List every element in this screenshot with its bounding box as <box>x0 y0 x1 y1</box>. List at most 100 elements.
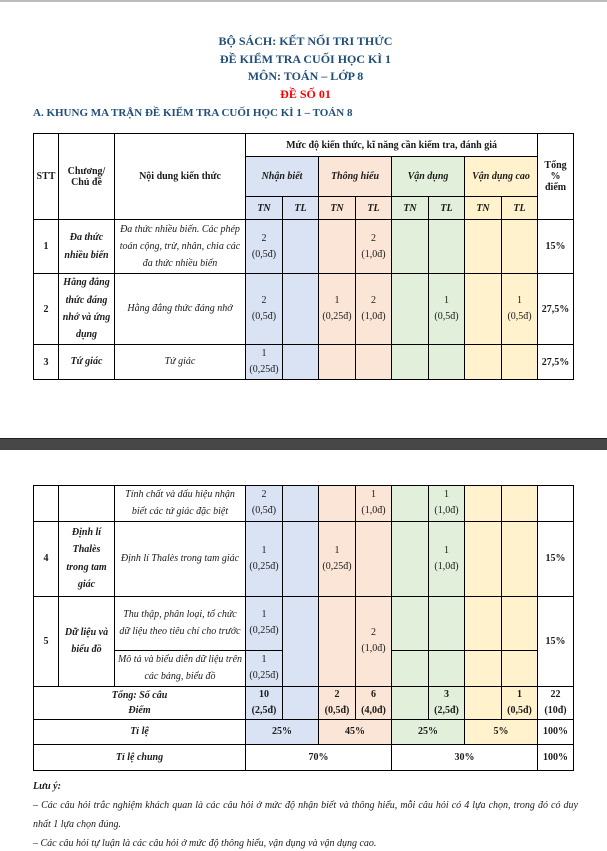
cell-th-tn <box>318 485 356 522</box>
cell-vdc-tl <box>500 219 539 274</box>
document-header: BỘ SÁCH: KẾT NỐI TRI THỨC ĐỀ KIỂM TRA CU… <box>33 0 578 103</box>
cell-stt <box>33 485 59 522</box>
col-header-vdc-tl: TL <box>500 196 539 220</box>
table-row: 4 Định lí Thalès trong tam giác Định lí … <box>33 520 574 597</box>
cell-nb-tn: 1 (0,25đ) <box>245 649 283 687</box>
cell-th-tl: 2 (1,0đ) <box>355 219 392 274</box>
cell-total-percent <box>537 485 574 522</box>
cell-nb-tn: 1 (0,25đ) <box>245 520 283 597</box>
col-header-content: Nội dung kiến thức <box>114 133 246 220</box>
cell-vd-tn <box>391 344 429 380</box>
cell-nb-tl <box>282 485 319 522</box>
cell-nb-tl <box>282 344 319 380</box>
cell-vd-tl: 1 (1,0đ) <box>428 485 465 522</box>
table-row: Mô tả và biểu diễn dữ liệu trên các bảng… <box>34 649 574 687</box>
cell-vd-tn <box>391 520 429 597</box>
cell-nb-tl <box>282 219 319 274</box>
table-row: Tính chất và dấu hiệu nhận biết các tứ g… <box>33 485 574 522</box>
cell-nb-tl <box>282 520 319 597</box>
matrix-table-page1: STT Chương/ Chủ đề Nội dung kiến thức Mứ… <box>33 133 575 380</box>
section-heading: A. KHUNG MA TRẬN ĐỀ KIỂM TRA CUỐI HỌC KÌ… <box>33 107 353 119</box>
col-header-levels-group: Mức độ kiến thức, kĩ năng cần kiểm tra, … <box>244 133 539 157</box>
cell-vd-tn <box>391 273 429 345</box>
cell-topic <box>58 485 115 522</box>
cell-ratio-th: 45% <box>318 718 392 745</box>
cell-topic: Dữ liệu và biểu đồ <box>58 595 115 687</box>
col-header-level-nhan-biet: Nhận biết <box>245 156 319 197</box>
cell-vdc-tn <box>464 520 502 597</box>
cell-vdc-tl <box>501 520 538 597</box>
cell-stt: 2 <box>33 273 59 345</box>
cell-vdc-tn <box>464 344 502 380</box>
matrix-table-page2: Tính chất và dấu hiệu nhận biết các tứ g… <box>33 485 574 771</box>
cell-vd-tn <box>391 595 429 651</box>
col-header-vdc-tn: TN <box>464 196 502 220</box>
col-header-th-tn: TN <box>318 196 356 220</box>
cell-vdc-tl: 1 (0,5đ) <box>501 685 538 720</box>
cell-vd-tn <box>391 685 429 720</box>
cell-nb-tl <box>282 273 319 345</box>
cell-nb-tl <box>282 685 319 720</box>
cell-vd-tl: 1 (0,5đ) <box>428 273 465 345</box>
cell-content: Đa thức nhiều biến. Các phép toán cộng, … <box>114 219 246 274</box>
col-header-level-van-dung: Vận dụng <box>391 156 465 197</box>
cell-overall-ratio-vd-vdc: 30% <box>391 743 538 771</box>
ratio-row: Tỉ lệ 25% 45% 25% 5% 100% <box>33 718 574 745</box>
cell-vdc-tn <box>464 685 502 720</box>
col-header-nb-tn: TN <box>245 196 283 220</box>
cell-content: Mô tả và biểu diễn dữ liệu trên các bảng… <box>114 649 246 687</box>
cell-th-tn: 1 (0,25đ) <box>318 273 356 345</box>
cell-nb-tl <box>282 595 319 687</box>
cell-th-tn: 2 (0,5đ) <box>318 685 356 720</box>
title-subject: MÔN: TOÁN – LỚP 8 <box>247 69 364 83</box>
col-header-nb-tl: TL <box>282 196 319 220</box>
cell-vdc-tn <box>464 273 502 345</box>
cell-vdc-tl <box>500 344 539 380</box>
cell-th-tn <box>318 595 356 687</box>
col-header-total: Tổng % điểm <box>537 133 575 220</box>
table-row: 3 Tứ giác Tứ giác 1 (0,25đ) 27,5% <box>33 344 575 380</box>
cell-total-percent: 15% <box>537 595 574 687</box>
summary-row: Tổng: Số câu Điểm 10 (2,5đ) 2 (0,5đ) 6 (… <box>33 685 574 720</box>
table-row: 1 Đa thức nhiều biến Đa thức nhiều biến.… <box>33 219 575 274</box>
notes-title: Lưu ý: <box>33 780 61 792</box>
cell-vdc-tl <box>501 595 538 651</box>
title-exam-number: ĐỀ SỐ 01 <box>280 86 331 101</box>
cell-vd-tl: 3 (2,5đ) <box>428 685 465 720</box>
table-row: 2 Hằng đẳng thức đáng nhớ và ứng dụng Hằ… <box>33 273 575 345</box>
cell-th-tl: 1 (1,0đ) <box>355 485 392 522</box>
table-row: 5 Dữ liệu và biểu đồ Thu thập, phân loại… <box>33 595 574 687</box>
cell-th-tl: 2 (1,0đ) <box>355 595 392 687</box>
cell-nb-tn: 2 (0,5đ) <box>245 273 283 345</box>
col-header-level-van-dung-cao: Vận dụng cao <box>463 156 539 197</box>
cell-overall-ratio-nb-th: 70% <box>245 743 392 771</box>
cell-vd-tl <box>428 649 465 687</box>
cell-overall-ratio-total: 100% <box>537 743 574 771</box>
cell-th-tl <box>355 344 392 380</box>
cell-vd-tn <box>391 219 429 274</box>
note-item: – Các câu hỏi trắc nghiệm khách quan là … <box>33 799 578 830</box>
cell-vdc-tn <box>464 649 502 687</box>
cell-total-percent: 27,5% <box>537 273 575 345</box>
cell-th-tl: 6 (4,0đ) <box>355 685 392 720</box>
cell-stt: 4 <box>33 520 59 597</box>
cell-ratio-vd: 25% <box>391 718 465 745</box>
cell-nb-tn: 10 (2,5đ) <box>245 685 283 720</box>
col-header-level-thong-hieu: Thông hiểu <box>318 156 392 197</box>
summary-label-line2: Điểm <box>128 704 151 716</box>
cell-vd-tl <box>428 219 465 274</box>
col-header-vd-tn: TN <box>391 196 429 220</box>
cell-stt: 5 <box>33 595 59 687</box>
cell-th-tl: 2 (1,0đ) <box>355 273 392 345</box>
page-break-bar <box>0 438 607 450</box>
cell-topic: Đa thức nhiều biến <box>58 219 115 274</box>
cell-nb-tn: 1 (0,25đ) <box>245 344 283 380</box>
cell-nb-tn: 2 (0,5đ) <box>245 485 283 522</box>
cell-vdc-tn <box>464 219 502 274</box>
cell-ratio-vdc: 5% <box>464 718 538 745</box>
cell-content: Định lí Thalès trong tam giác <box>114 520 246 597</box>
col-header-vd-tl: TL <box>428 196 465 220</box>
col-header-chapter: Chương/ Chủ đề <box>58 133 115 220</box>
cell-th-tn <box>318 219 356 274</box>
